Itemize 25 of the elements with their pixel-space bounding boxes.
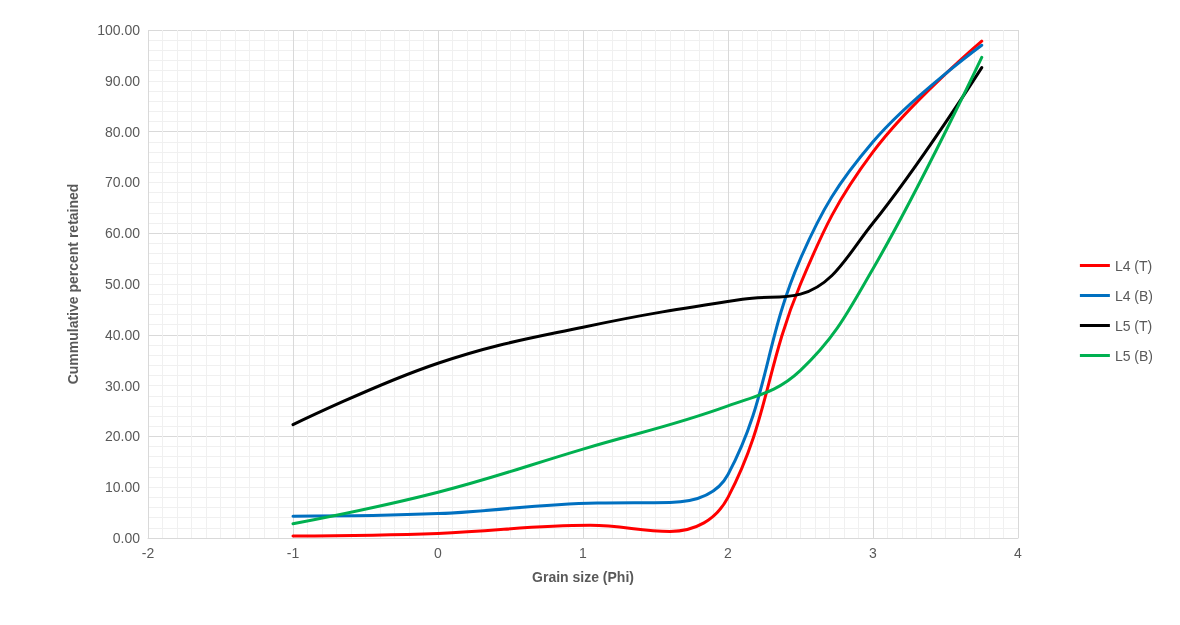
y-tick-label: 40.00 (104, 326, 141, 343)
legend-label: L4 (B) (1114, 287, 1153, 304)
y-tick-label: 30.00 (104, 377, 141, 394)
line-series (291, 66, 984, 427)
x-tick-label: 3 (869, 545, 878, 561)
x-tick-label: -2 (141, 545, 155, 561)
legend-label: L5 (B) (1114, 347, 1153, 364)
y-tick-label: 100.00 (97, 22, 141, 38)
y-tick-label: 20.00 (104, 428, 141, 445)
y-tick-label: 60.00 (104, 225, 141, 242)
y-axis-title: Cummulative percent retained (65, 183, 81, 385)
y-tick-label: 90.00 (104, 72, 141, 89)
y-tick-label: 70.00 (104, 174, 141, 191)
legend-label: L4 (T) (1114, 257, 1153, 274)
legend-label: L5 (T) (1114, 317, 1153, 334)
x-axis-title: Grain size (Phi) (532, 569, 634, 585)
x-tick-label: 0 (434, 545, 443, 561)
x-tick-label: -1 (286, 545, 300, 561)
x-tick-label: 1 (579, 545, 588, 561)
y-tick-label: 80.00 (104, 123, 141, 140)
y-tick-label: 10.00 (104, 479, 141, 496)
x-tick-label: 4 (1014, 545, 1023, 561)
x-tick-label: 2 (724, 545, 733, 561)
y-tick-label: 0.00 (112, 530, 141, 546)
y-tick-label: 50.00 (104, 276, 141, 292)
